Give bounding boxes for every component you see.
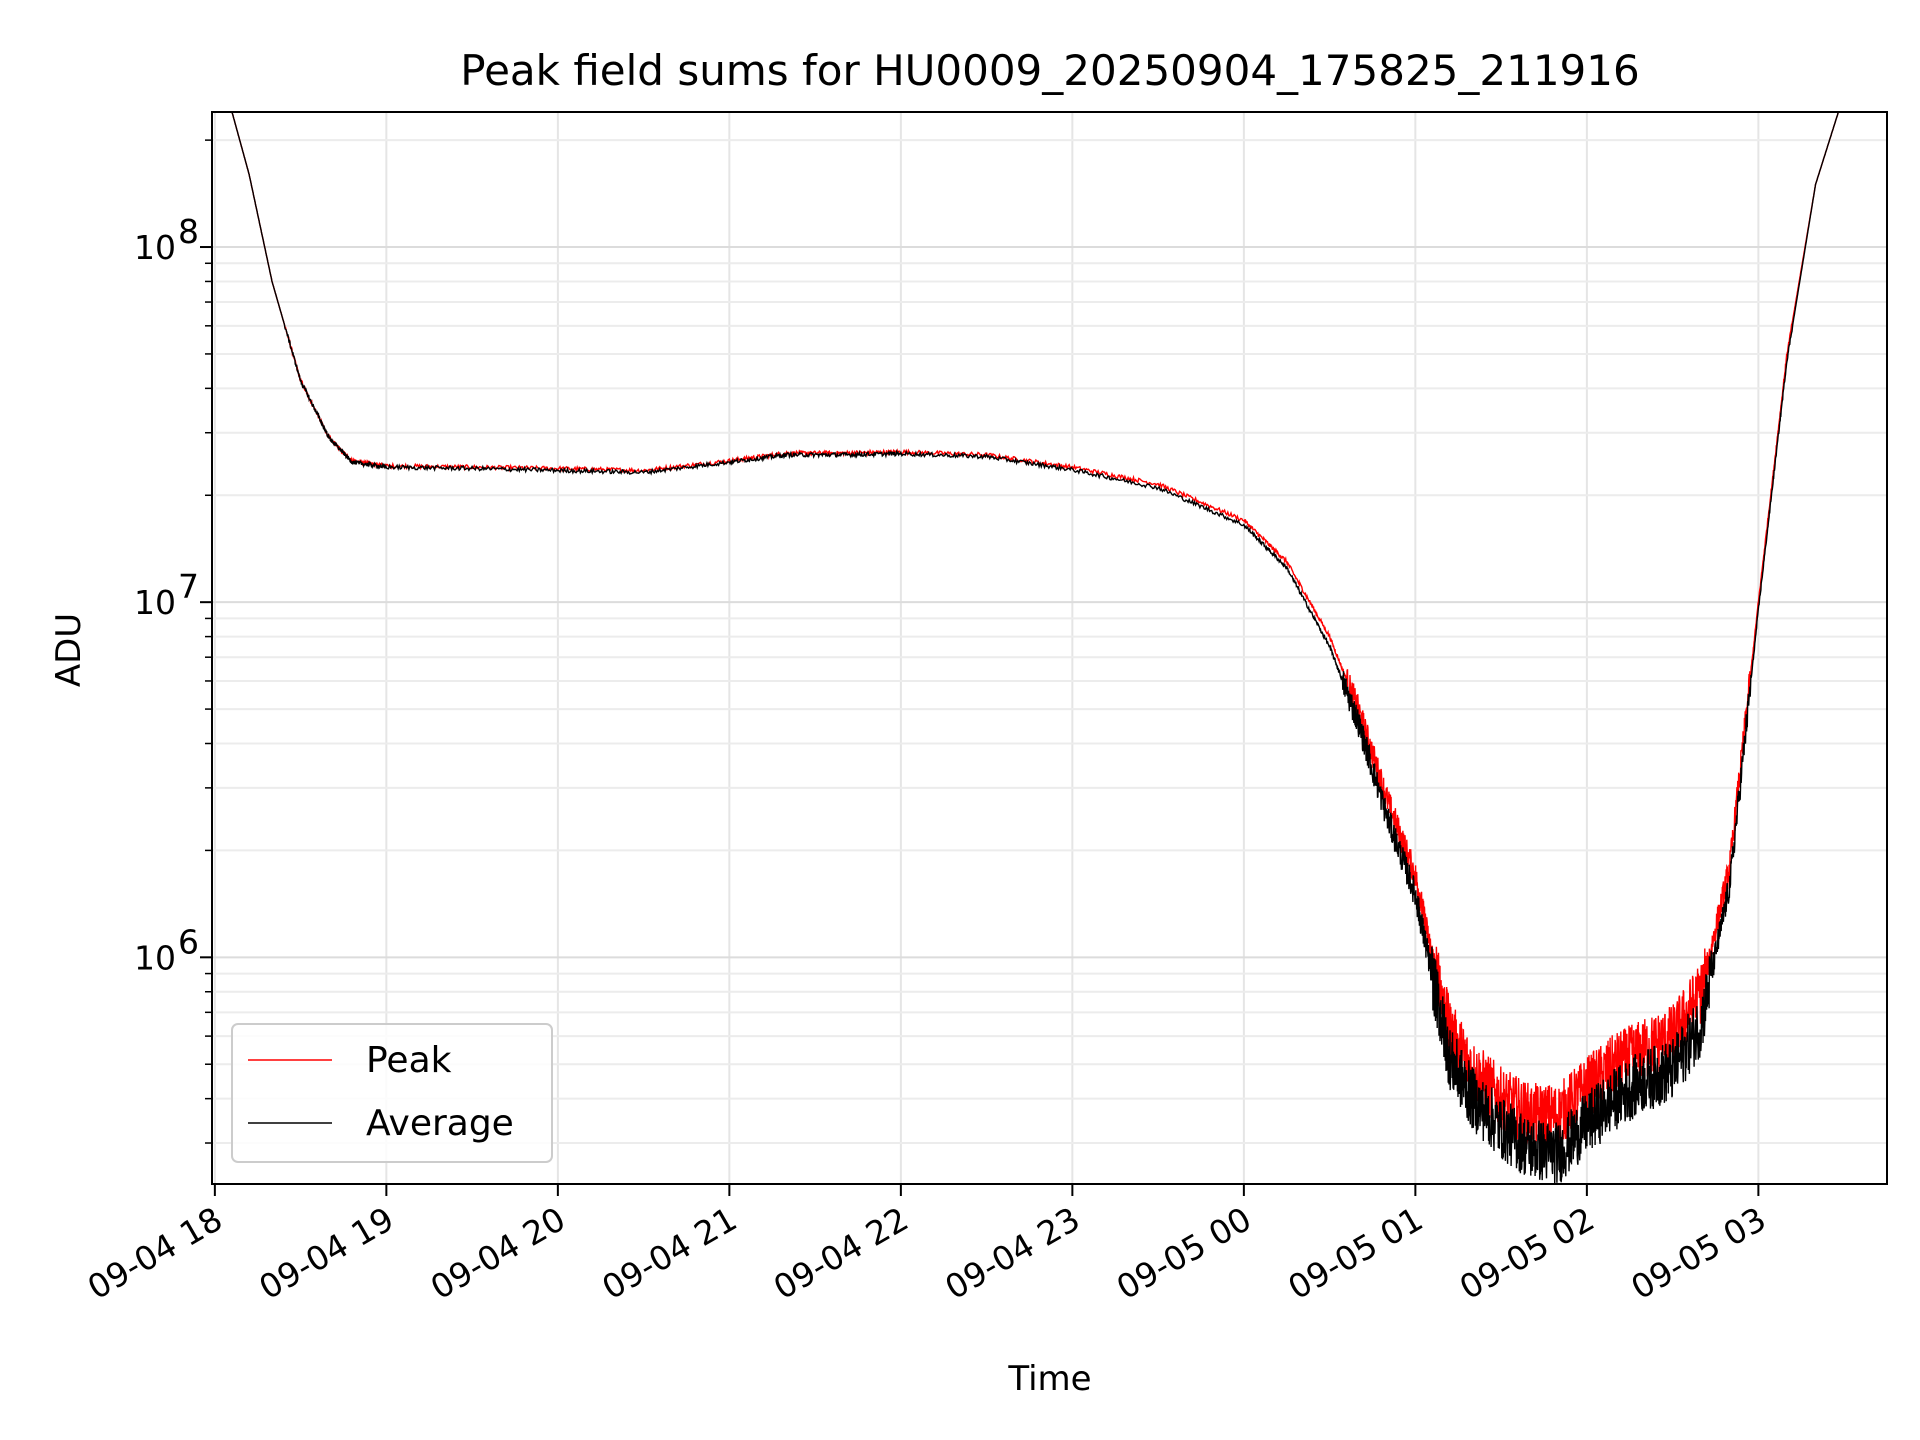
y-tick-exponent: 8 [178,212,199,251]
y-tick-exponent: 6 [178,922,199,961]
y-tick-exponent: 7 [178,567,199,606]
series-line-average [231,111,1840,1185]
legend-label-average: Average [366,1103,514,1144]
series-line-peak [231,111,1840,1146]
x-axis-label: Time [1007,1359,1091,1399]
legend: Peak Average [231,1023,553,1163]
y-axis-label: ADU [49,613,89,687]
plot-frame [211,111,1888,1185]
legend-label-peak: Peak [366,1040,452,1081]
y-tick-label: 10 [134,938,176,977]
series-layer [231,111,1840,1185]
chart-title: Peak field sums for HU0009_20250904_1758… [460,46,1639,95]
y-tick-label: 10 [134,228,176,267]
legend-box [231,1023,553,1163]
y-tick-label: 10 [134,583,176,622]
